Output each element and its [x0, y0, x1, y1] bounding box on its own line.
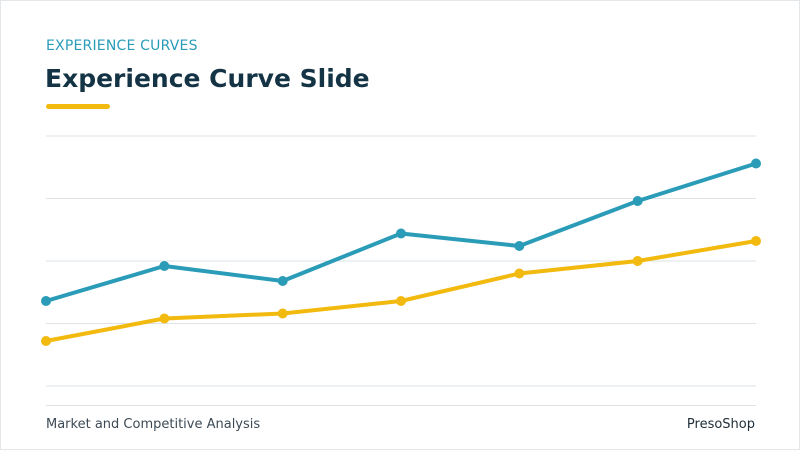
data-point [632, 256, 643, 266]
data-point [41, 296, 51, 306]
chart-series [41, 158, 761, 346]
data-point [396, 228, 406, 239]
data-point [41, 336, 51, 346]
footer-divider [46, 405, 756, 406]
data-point [514, 241, 525, 251]
series-1 [41, 158, 761, 306]
section-eyebrow: EXPERIENCE CURVES [46, 38, 198, 54]
slide-title: Experience Curve Slide [45, 64, 370, 93]
data-point [159, 261, 170, 271]
data-point [159, 313, 170, 324]
data-point [396, 296, 406, 306]
data-point [632, 196, 643, 206]
data-point [751, 158, 761, 169]
data-point [751, 236, 761, 246]
data-point [277, 276, 288, 286]
title-accent-bar [46, 104, 110, 109]
series-line [44, 239, 758, 343]
series-2 [41, 236, 761, 346]
data-point [277, 308, 288, 319]
data-point [514, 268, 525, 279]
footer-brand: PresoShop [686, 417, 755, 432]
footer-subject: Market and Competitive Analysis [46, 417, 261, 432]
